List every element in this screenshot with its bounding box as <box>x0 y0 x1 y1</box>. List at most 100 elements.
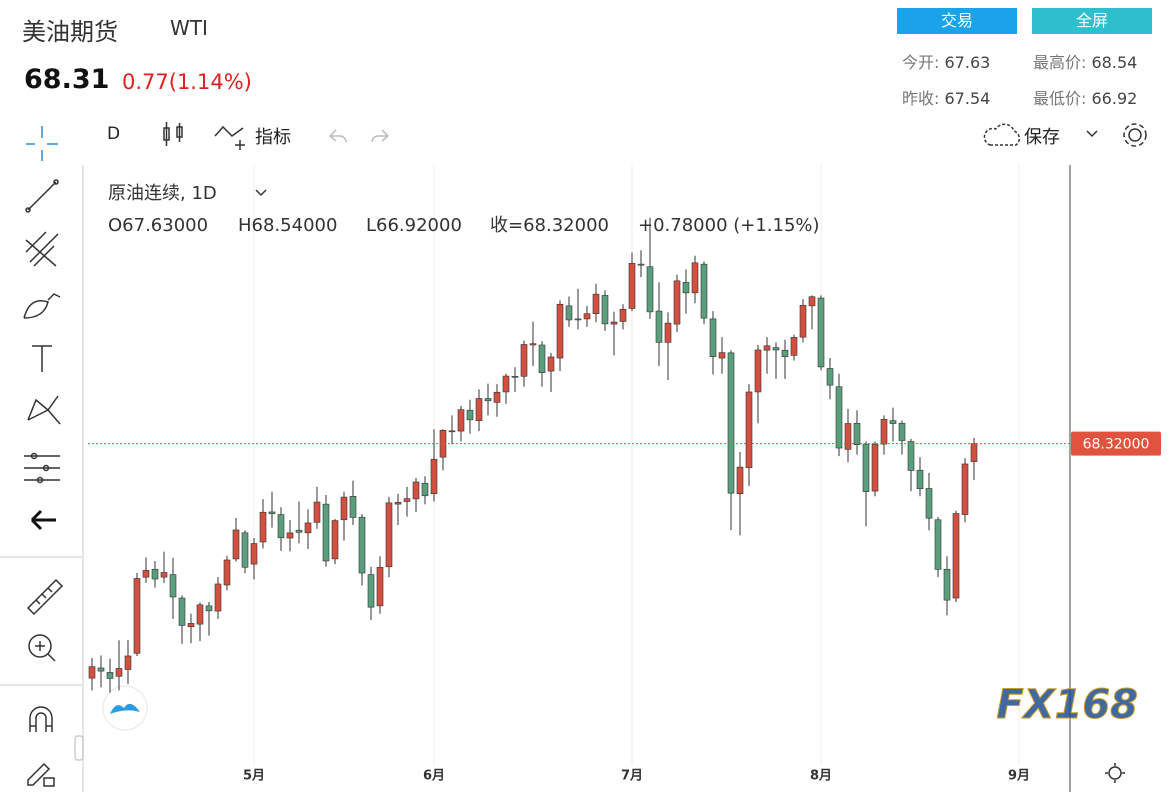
instrument-title: 美油期货 <box>22 18 118 46</box>
candle-body <box>763 345 771 351</box>
candle-body <box>241 532 249 568</box>
candle-body <box>871 444 879 492</box>
stat: 今开: 67.63 <box>902 49 990 73</box>
toolbar-icons <box>0 122 1147 792</box>
candle-body <box>772 347 780 351</box>
candle-body <box>700 263 708 319</box>
candle-body <box>511 376 519 378</box>
drawing-tools <box>23 179 64 787</box>
legend-value: H68.54000 <box>238 215 337 236</box>
candle-body <box>682 282 690 294</box>
candle-body <box>403 498 411 502</box>
last-price: 68.31 <box>24 64 110 95</box>
candle-body <box>529 343 537 346</box>
price-change: 0.77(1.14%) <box>122 70 252 94</box>
candle-body <box>268 511 276 515</box>
symbol: WTI <box>170 16 208 40</box>
candle-body <box>925 488 933 519</box>
candle-type-icon <box>163 122 183 146</box>
stat-label: 最高价: <box>1033 53 1087 72</box>
candle-body <box>430 458 438 494</box>
candle-body <box>88 666 96 679</box>
candle-body <box>637 263 645 266</box>
legend-value: +0.78000 (+1.15%) <box>638 215 820 236</box>
fullscreen-button[interactable]: 全屏 <box>1032 8 1152 34</box>
candle-body <box>367 574 375 608</box>
collapse-tab[interactable] <box>74 735 84 761</box>
candle-body <box>898 422 906 441</box>
candle-body <box>214 583 222 612</box>
candle-body <box>277 514 285 539</box>
legend-title: 原油连续, 1D <box>108 183 217 204</box>
candle-body <box>970 443 978 462</box>
candle-body <box>547 356 555 372</box>
x-tick-label: 7月 <box>621 769 643 784</box>
candle-body <box>205 605 213 612</box>
candle-body <box>952 513 960 599</box>
candle-body <box>655 310 663 343</box>
legend-chevron <box>255 189 267 197</box>
stat-value: 66.92 <box>1091 89 1138 108</box>
candle-body <box>457 409 465 432</box>
candle-body <box>286 532 294 539</box>
candle-body <box>709 318 717 358</box>
candle-body <box>223 559 231 586</box>
candle-body <box>232 529 240 560</box>
candle-body <box>448 430 456 433</box>
candle-body <box>358 516 366 574</box>
candle-body <box>781 349 789 358</box>
save-button[interactable]: 保存 <box>1024 127 1060 148</box>
candle-body <box>295 529 303 533</box>
candle-body <box>808 296 816 307</box>
stat-label: 今开: <box>902 53 940 72</box>
candle-body <box>178 597 186 626</box>
candle-body <box>520 344 528 377</box>
candle-body <box>484 398 492 402</box>
settings-icon <box>1128 128 1142 142</box>
candle-body <box>664 322 672 343</box>
indicators-button[interactable]: 指标 <box>255 127 291 148</box>
candle-body <box>304 522 312 534</box>
candle-body <box>439 430 447 458</box>
candle-body <box>907 441 915 471</box>
candle-body <box>934 519 942 570</box>
candle-body <box>862 443 870 492</box>
candle-body <box>943 569 951 601</box>
x-tick-label: 9月 <box>1008 769 1030 784</box>
candle-body <box>646 266 654 313</box>
candle-body <box>259 511 267 543</box>
candle-body <box>574 318 582 321</box>
stat-label: 昨收: <box>902 89 940 108</box>
candle-body <box>124 655 132 670</box>
candle-body <box>133 578 141 654</box>
interval-button[interactable]: D <box>107 124 121 144</box>
logo <box>110 703 140 714</box>
candle-body <box>799 305 807 338</box>
axis-settings-icon[interactable] <box>1108 766 1122 780</box>
stat-value: 67.54 <box>944 89 991 108</box>
trade-button[interactable]: 交易 <box>897 8 1017 34</box>
candle-body <box>538 344 546 373</box>
candle-body <box>196 604 204 625</box>
candle-body <box>115 668 123 677</box>
candle-body <box>322 503 330 562</box>
stat: 最高价: 68.54 <box>1033 49 1137 73</box>
candle-body <box>349 496 357 518</box>
candle-body <box>313 501 321 523</box>
candle-body <box>250 543 258 565</box>
candle-body <box>466 409 474 421</box>
last-price-box <box>1071 431 1161 456</box>
candle-body <box>160 572 168 578</box>
candle-body <box>826 368 834 386</box>
logo-badge <box>102 685 148 731</box>
candle-body <box>745 391 753 468</box>
legend-value: 收=68.32000 <box>490 215 609 236</box>
candle-body <box>880 419 888 445</box>
candle-body <box>853 422 861 445</box>
stat-value: 67.63 <box>944 53 991 72</box>
candle-body <box>691 262 699 294</box>
candle-body <box>889 420 897 424</box>
candle-body <box>727 352 735 494</box>
candle-body <box>754 349 762 393</box>
